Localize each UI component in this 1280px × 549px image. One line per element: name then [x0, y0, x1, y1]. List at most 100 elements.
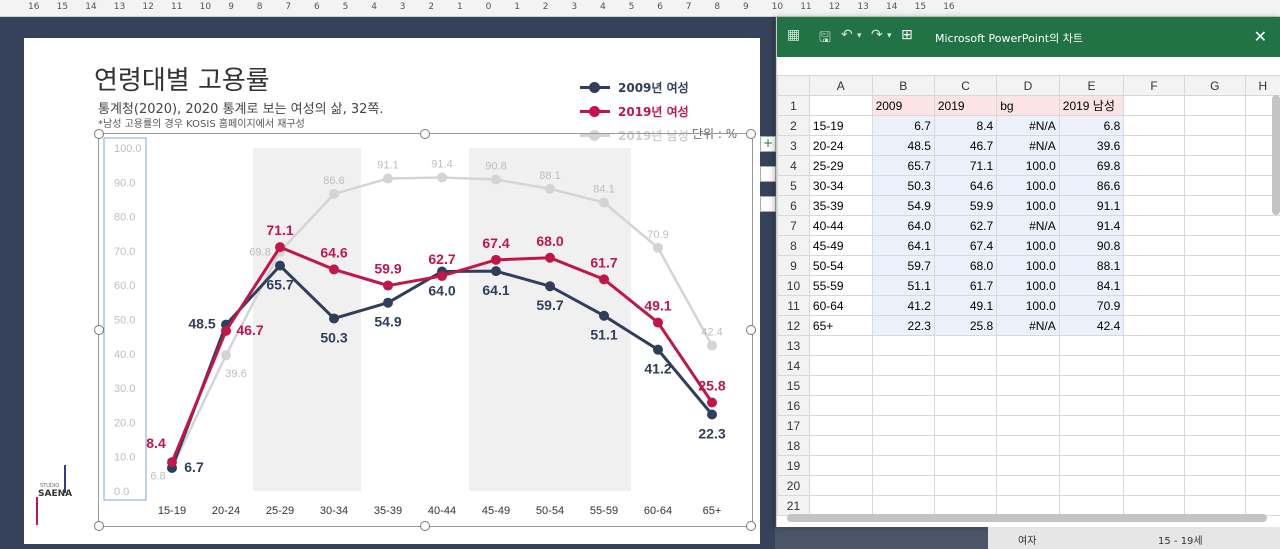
sheet-cell[interactable]	[1123, 315, 1185, 336]
sheet-cell[interactable]	[933, 375, 998, 396]
sheet-cell[interactable]	[1183, 315, 1246, 336]
sheet-cell[interactable]	[1244, 335, 1280, 356]
sheet-cell[interactable]	[1123, 115, 1185, 136]
chart-styles-button[interactable]	[760, 166, 776, 182]
sheet-cell[interactable]	[871, 395, 935, 416]
sheet-cell[interactable]	[933, 495, 998, 516]
sheet-cell[interactable]: G	[1183, 75, 1246, 96]
redo-dropdown-icon[interactable]: ▾	[887, 31, 892, 41]
sheet-cell[interactable]: 55-59	[808, 275, 873, 296]
sheet-cell[interactable]: 25.8	[933, 315, 998, 336]
row-header[interactable]: 6	[777, 195, 810, 216]
sheet-cell[interactable]	[996, 355, 1060, 376]
row-header[interactable]: 5	[777, 175, 810, 196]
sheet-cell[interactable]: 8.4	[933, 115, 998, 136]
sheet-cell[interactable]	[1244, 315, 1280, 336]
sheet-cell[interactable]	[1244, 255, 1280, 276]
sheet-cell[interactable]: 86.6	[1058, 175, 1125, 196]
sheet-cell[interactable]	[933, 415, 998, 436]
sheet-cell[interactable]: B	[871, 75, 935, 96]
sheet-cell[interactable]: 64.6	[933, 175, 998, 196]
chart-selection-frame[interactable]	[98, 133, 753, 527]
sheet-cell[interactable]	[1123, 375, 1185, 396]
sheet-cell[interactable]	[808, 435, 873, 456]
row-header[interactable]: 1	[777, 95, 810, 116]
sheet-cell[interactable]	[871, 355, 935, 376]
sheet-cell[interactable]	[1058, 455, 1125, 476]
edit-data-icon[interactable]: ⊞	[901, 27, 913, 43]
save-icon[interactable]: 🖫	[819, 30, 831, 46]
sheet-cell[interactable]	[1183, 395, 1246, 416]
sheet-cell[interactable]	[1123, 475, 1185, 496]
sheet-cell[interactable]	[1183, 375, 1246, 396]
sheet-cell[interactable]: 84.1	[1058, 275, 1125, 296]
row-header[interactable]: 11	[777, 295, 810, 316]
close-icon[interactable]: ✕	[1253, 27, 1267, 46]
sheet-cell[interactable]: 100.0	[996, 175, 1060, 196]
sheet-cell[interactable]	[808, 395, 873, 416]
sheet-cell[interactable]	[1183, 255, 1246, 276]
sheet-cell[interactable]: 2019	[933, 95, 998, 116]
sheet-cell[interactable]	[808, 95, 873, 116]
sheet-cell[interactable]	[1123, 455, 1185, 476]
sheet-cell[interactable]	[1183, 215, 1246, 236]
sheet-cell[interactable]	[1244, 375, 1280, 396]
sheet-cell[interactable]	[808, 475, 873, 496]
line-chart[interactable]: 0.0 10.0 20.0 30.0 40.0 50.0 60.0 70.0 80.0 90.0 1…	[0, 0, 775, 549]
sheet-cell[interactable]: 62.7	[933, 215, 998, 236]
row-header[interactable]: 9	[777, 255, 810, 276]
sheet-cell[interactable]: 91.4	[1058, 215, 1125, 236]
sheet-cell[interactable]	[1058, 435, 1125, 456]
sheet-cell[interactable]	[1123, 435, 1185, 456]
sheet-cell[interactable]: F	[1123, 75, 1185, 96]
sheet-cell[interactable]	[1123, 95, 1185, 116]
sheet-cell[interactable]	[1123, 335, 1185, 356]
sheet-cell[interactable]: 48.5	[871, 135, 935, 156]
sheet-cell[interactable]	[1123, 395, 1185, 416]
row-header[interactable]: 16	[777, 395, 810, 416]
resize-handle[interactable]	[94, 129, 104, 139]
sheet-cell[interactable]: 54.9	[871, 195, 935, 216]
sheet-cell[interactable]	[808, 375, 873, 396]
sheet-cell[interactable]	[1183, 295, 1246, 316]
sheet-cell[interactable]: 64.1	[871, 235, 935, 256]
sheet-cell[interactable]	[1183, 235, 1246, 256]
sheet-cell[interactable]: 35-39	[808, 195, 873, 216]
vertical-scrollbar[interactable]	[1272, 95, 1280, 215]
sheet-cell[interactable]	[1058, 395, 1125, 416]
sheet-cell[interactable]	[1183, 335, 1246, 356]
sheet-cell[interactable]: H	[1244, 75, 1280, 96]
sheet-cell[interactable]	[1123, 295, 1185, 316]
row-header[interactable]: 17	[777, 415, 810, 436]
sheet-cell[interactable]	[871, 475, 935, 496]
sheet-cell[interactable]: 25-29	[808, 155, 873, 176]
sheet-cell[interactable]	[933, 335, 998, 356]
sheet-cell[interactable]: 22.3	[871, 315, 935, 336]
sheet-cell[interactable]: #N/A	[996, 135, 1060, 156]
sheet-cell[interactable]: 67.4	[933, 235, 998, 256]
sheet-cell[interactable]: 100.0	[996, 235, 1060, 256]
sheet-cell[interactable]	[1123, 135, 1185, 156]
row-header[interactable]: 21	[777, 495, 810, 516]
spreadsheet-grid[interactable]: A B C D E F G H 1 2009 2019 bg 2019 남성 2 15-19 6.7 8.4 #N…	[777, 75, 1280, 516]
sheet-cell[interactable]: C	[933, 75, 998, 96]
sheet-cell[interactable]: 68.0	[933, 255, 998, 276]
sheet-cell[interactable]: 65.7	[871, 155, 935, 176]
sheet-cell[interactable]: 64.0	[871, 215, 935, 236]
sheet-cell[interactable]	[1244, 395, 1280, 416]
sheet-cell[interactable]: 91.1	[1058, 195, 1125, 216]
sheet-cell[interactable]	[808, 455, 873, 476]
chart-filters-button[interactable]	[760, 196, 776, 212]
resize-handle[interactable]	[746, 521, 756, 531]
row-header[interactable]: 4	[777, 155, 810, 176]
sheet-cell[interactable]	[1123, 235, 1185, 256]
row-header[interactable]: 10	[777, 275, 810, 296]
sheet-cell[interactable]	[1183, 275, 1246, 296]
sheet-cell[interactable]	[871, 495, 935, 516]
sheet-cell[interactable]	[933, 435, 998, 456]
sheet-cell[interactable]	[871, 415, 935, 436]
sheet-cell[interactable]: 51.1	[871, 275, 935, 296]
sheet-cell[interactable]	[1244, 235, 1280, 256]
row-header[interactable]: 14	[777, 355, 810, 376]
sheet-cell[interactable]	[1058, 355, 1125, 376]
